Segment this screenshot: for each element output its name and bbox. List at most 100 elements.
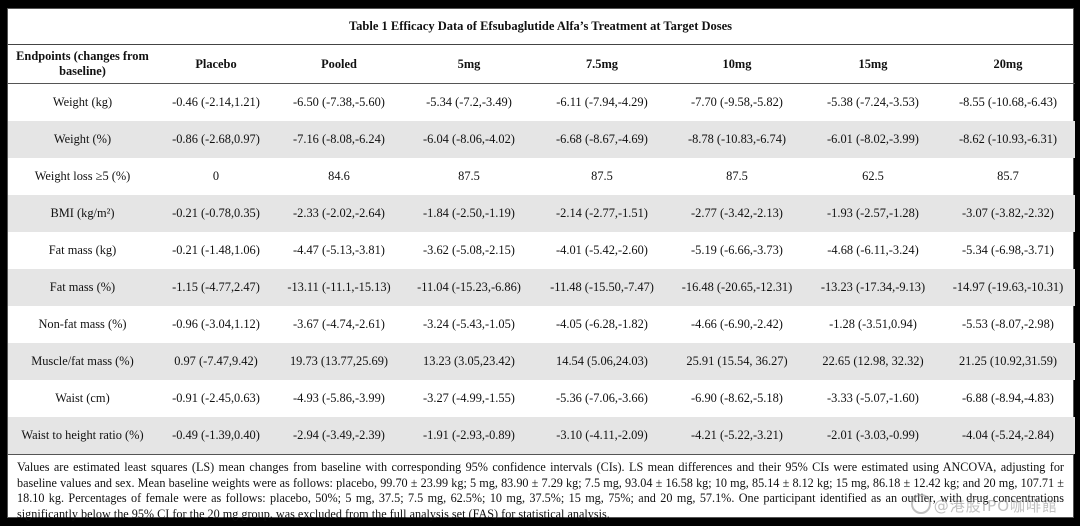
watermark-logo-icon bbox=[910, 494, 931, 514]
table-cell: 87.5 bbox=[591, 169, 613, 183]
row-label: Fat mass (kg) bbox=[48, 243, 117, 257]
table-cell: -2.77 (-3.42,-2.13) bbox=[669, 195, 805, 232]
table-cell: 13.23 (3.05,23.42) bbox=[403, 343, 535, 380]
row-label: Weight (%) bbox=[8, 121, 157, 158]
table-row: Waist (cm) -0.91 (-2.45,0.63) -4.93 (-5.86… bbox=[8, 380, 1075, 417]
table-cell: -4.66 (-6.90,-2.42) bbox=[691, 317, 783, 331]
table-cell: -3.27 (-4.99,-1.55) bbox=[423, 391, 515, 405]
table-cell: -6.01 (-8.02,-3.99) bbox=[805, 121, 941, 158]
table-row: Waist to height ratio (%) -0.49 (-1.39,0.… bbox=[8, 417, 1075, 454]
table-row: Fat mass (kg) -0.21 (-1.48,1.06) -4.47 (-5… bbox=[8, 232, 1075, 269]
row-label: BMI (kg/m²) bbox=[8, 195, 157, 232]
table-cell: -16.48 (-20.65,-12.31) bbox=[669, 269, 805, 306]
table-cell: -6.88 (-8.94,-4.83) bbox=[962, 391, 1054, 405]
table-cell: -0.46 (-2.14,1.21) bbox=[172, 95, 260, 109]
table-cell: -5.38 (-7.24,-3.53) bbox=[827, 95, 919, 109]
row-label: Weight loss ≥5 (%) bbox=[34, 169, 131, 183]
table-cell: -8.55 (-10.68,-6.43) bbox=[958, 95, 1058, 109]
col-header-10mg: 10mg bbox=[669, 45, 805, 84]
col-header-pooled: Pooled bbox=[275, 45, 403, 84]
table-cell: -4.21 (-5.22,-3.21) bbox=[669, 417, 805, 454]
table-cell: 0.97 (-7.47,9.42) bbox=[157, 343, 275, 380]
col-header-5mg: 5mg bbox=[403, 45, 535, 84]
col-header-20mg: 20mg bbox=[941, 45, 1075, 84]
table-cell: 84.6 bbox=[328, 169, 350, 183]
table-cell: -1.84 (-2.50,-1.19) bbox=[403, 195, 535, 232]
table-cell: -3.33 (-5.07,-1.60) bbox=[827, 391, 919, 405]
row-label: Weight (kg) bbox=[52, 95, 113, 109]
table-row: Weight (kg) -0.46 (-2.14,1.21) -6.50 (-7.3… bbox=[8, 84, 1075, 122]
table-cell: 21.25 (10.92,31.59) bbox=[941, 343, 1075, 380]
table-cell: -7.16 (-8.08,-6.24) bbox=[275, 121, 403, 158]
table-cell: -4.05 (-6.28,-1.82) bbox=[556, 317, 648, 331]
table-cell: -0.21 (-1.48,1.06) bbox=[172, 243, 260, 257]
efficacy-table: Endpoints (changes from baseline) Placeb… bbox=[8, 45, 1075, 454]
table-cell: -11.04 (-15.23,-6.86) bbox=[403, 269, 535, 306]
table-cell: -5.53 (-8.07,-2.98) bbox=[962, 317, 1054, 331]
table-cell: -0.91 (-2.45,0.63) bbox=[172, 391, 260, 405]
table-cell: -2.01 (-3.03,-0.99) bbox=[805, 417, 941, 454]
table-row: Muscle/fat mass (%) 0.97 (-7.47,9.42) 19.7… bbox=[8, 343, 1075, 380]
table-row: Weight loss ≥5 (%) 0 84.6 87.5 87.5 87.5 62.5 8… bbox=[8, 158, 1075, 195]
table-cell: -13.11 (-11.1,-15.13) bbox=[275, 269, 403, 306]
table-cell: -2.94 (-3.49,-2.39) bbox=[275, 417, 403, 454]
table-cell: -2.33 (-2.02,-2.64) bbox=[275, 195, 403, 232]
table-cell: -8.78 (-10.83,-6.74) bbox=[669, 121, 805, 158]
table-cell: 19.73 (13.77,25.69) bbox=[275, 343, 403, 380]
table-cell: 85.7 bbox=[997, 169, 1019, 183]
table-row: Weight (%) -0.86 (-2.68,0.97) -7.16 (-8.08… bbox=[8, 121, 1075, 158]
table-cell: -6.90 (-8.62,-5.18) bbox=[691, 391, 783, 405]
table-row: Non-fat mass (%) -0.96 (-3.04,1.12) -3.67 … bbox=[8, 306, 1075, 343]
table-cell: -5.19 (-6.66,-3.73) bbox=[691, 243, 783, 257]
table-cell: -6.11 (-7.94,-4.29) bbox=[556, 95, 648, 109]
col-header-placebo: Placebo bbox=[157, 45, 275, 84]
table-cell: -1.93 (-2.57,-1.28) bbox=[805, 195, 941, 232]
table-cell: -0.49 (-1.39,0.40) bbox=[157, 417, 275, 454]
table-container: Table 1 Efficacy Data of Efsubaglutide A… bbox=[7, 8, 1075, 521]
table-cell: -4.04 (-5.24,-2.84) bbox=[941, 417, 1075, 454]
table-cell: 14.54 (5.06,24.03) bbox=[535, 343, 669, 380]
table-cell: -3.10 (-4.11,-2.09) bbox=[535, 417, 669, 454]
row-label: Non-fat mass (%) bbox=[38, 317, 127, 331]
footnote: Values are estimated least squares (LS) … bbox=[8, 454, 1073, 522]
row-label: Fat mass (%) bbox=[8, 269, 157, 306]
table-cell: -8.62 (-10.93,-6.31) bbox=[941, 121, 1075, 158]
table-cell: -0.21 (-0.78,0.35) bbox=[157, 195, 275, 232]
table-cell: -11.48 (-15.50,-7.47) bbox=[535, 269, 669, 306]
table-cell: -3.62 (-5.08,-2.15) bbox=[423, 243, 515, 257]
table-cell: -4.01 (-5.42,-2.60) bbox=[556, 243, 648, 257]
table-cell: -13.23 (-17.34,-9.13) bbox=[805, 269, 941, 306]
table-cell: -6.04 (-8.06,-4.02) bbox=[403, 121, 535, 158]
table-row: BMI (kg/m²) -0.21 (-0.78,0.35) -2.33 (-2.0… bbox=[8, 195, 1075, 232]
table-cell: -1.91 (-2.93,-0.89) bbox=[403, 417, 535, 454]
table-cell: -1.15 (-4.77,2.47) bbox=[157, 269, 275, 306]
table-cell: -3.24 (-5.43,-1.05) bbox=[423, 317, 515, 331]
table-cell: -4.93 (-5.86,-3.99) bbox=[293, 391, 385, 405]
table-cell: -6.68 (-8.67,-4.69) bbox=[535, 121, 669, 158]
watermark-text: @港股IPO咖啡館 bbox=[933, 497, 1058, 515]
col-header-endpoints: Endpoints (changes from baseline) bbox=[8, 45, 157, 84]
watermark: @港股IPO咖啡館 bbox=[910, 494, 1058, 516]
col-header-7-5mg: 7.5mg bbox=[535, 45, 669, 84]
table-cell: 87.5 bbox=[458, 169, 480, 183]
table-cell: -4.47 (-5.13,-3.81) bbox=[293, 243, 385, 257]
table-cell: -5.34 (-7.2,-3.49) bbox=[426, 95, 512, 109]
table-cell: -5.36 (-7.06,-3.66) bbox=[556, 391, 648, 405]
col-header-15mg: 15mg bbox=[805, 45, 941, 84]
table-cell: -0.96 (-3.04,1.12) bbox=[172, 317, 260, 331]
table-cell: 0 bbox=[212, 169, 220, 183]
table-cell: 87.5 bbox=[726, 169, 748, 183]
table-cell: -7.70 (-9.58,-5.82) bbox=[691, 95, 783, 109]
table-title: Table 1 Efficacy Data of Efsubaglutide A… bbox=[8, 9, 1073, 45]
table-cell: -6.50 (-7.38,-5.60) bbox=[293, 95, 385, 109]
table-cell: 62.5 bbox=[862, 169, 884, 183]
table-row: Fat mass (%) -1.15 (-4.77,2.47) -13.11 (-1… bbox=[8, 269, 1075, 306]
row-label: Waist (cm) bbox=[55, 391, 110, 405]
row-label: Waist to height ratio (%) bbox=[8, 417, 157, 454]
table-cell: -1.28 (-3.51,0.94) bbox=[829, 317, 917, 331]
table-cell: -2.14 (-2.77,-1.51) bbox=[535, 195, 669, 232]
table-cell: -3.67 (-4.74,-2.61) bbox=[293, 317, 385, 331]
table-cell: 25.91 (15.54, 36.27) bbox=[669, 343, 805, 380]
row-label: Muscle/fat mass (%) bbox=[8, 343, 157, 380]
table-cell: -14.97 (-19.63,-10.31) bbox=[941, 269, 1075, 306]
